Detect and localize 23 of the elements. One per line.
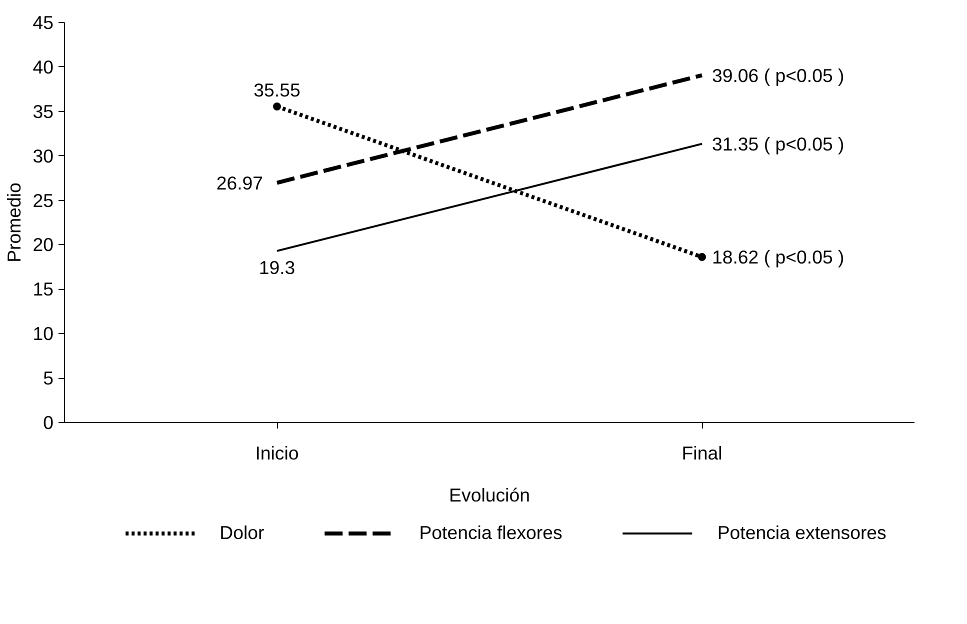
y-tick-label: 30 [32, 145, 54, 166]
y-tick-label: 40 [32, 56, 54, 78]
x-axis-title: Evolución [449, 484, 530, 506]
data-label: 31.35 ( p<0.05 ) [712, 133, 844, 154]
y-tick-label: 5 [43, 368, 54, 389]
data-label: 19.3 [258, 256, 296, 278]
y-tick-label: 10 [32, 323, 54, 344]
data-label: 39.06 ( p<0.05 ) [712, 64, 844, 86]
legend-label: Dolor [220, 522, 264, 544]
y-axis-title: Promedio [4, 182, 25, 262]
legend-label: Potencia extensores [717, 522, 886, 544]
y-tick-label: 15 [32, 278, 54, 300]
x-tick-label: Inicio [255, 442, 299, 464]
legend-label: Potencia flexores [419, 522, 562, 544]
y-tick-label: 25 [32, 190, 54, 211]
data-label: 35.55 [254, 80, 300, 100]
y-tick-label: 0 [43, 412, 54, 433]
data-label: 26.97 [216, 172, 263, 194]
x-tick-label: Final [682, 442, 722, 464]
y-tick-label: 20 [32, 234, 54, 256]
y-tick-label: 45 [32, 12, 54, 33]
y-tick-label: 35 [32, 100, 54, 122]
data-label: 18.62 ( p<0.05 ) [712, 246, 844, 268]
